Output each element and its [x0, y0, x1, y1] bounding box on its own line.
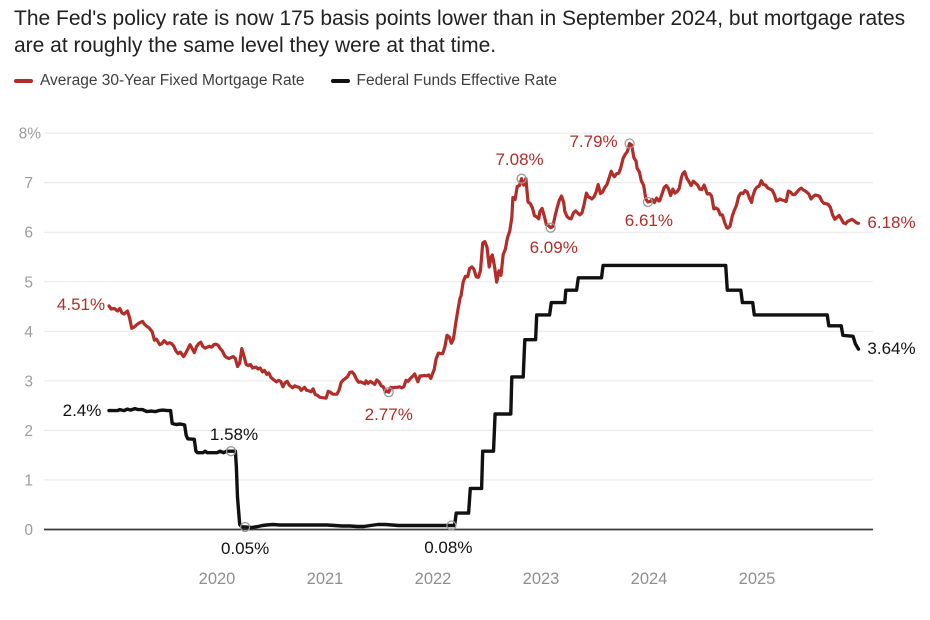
y-tick-label: 5	[24, 274, 33, 291]
legend-label-mortgage-rate: Average 30-Year Fixed Mortgage Rate	[40, 72, 305, 89]
mortgage-rate-line	[107, 141, 861, 400]
point-marker-7.08%	[516, 173, 527, 184]
chart-title-line-1: The Fed's policy rate is now 175 basis p…	[14, 7, 906, 30]
chart-plot-area[interactable]: 8% 7 6 5 4 3 2 1 0 2020 2021 2022 2023 2024 2025	[0, 100, 930, 620]
point-marker-0.08%	[446, 520, 457, 531]
chart-title-line-2: are at roughly the same level they were …	[14, 34, 497, 57]
x-tick-label: 2024	[631, 570, 668, 588]
y-tick-label: 3	[24, 373, 33, 390]
y-tick-label: 7	[24, 175, 33, 192]
legend: Average 30-Year Fixed Mortgage Rate Fede…	[14, 72, 583, 90]
point-marker-0.05%	[239, 521, 251, 533]
legend-swatch-black-icon	[330, 79, 350, 83]
x-tick-label: 2025	[739, 570, 776, 588]
point-marker-6.09%	[545, 222, 556, 233]
point-marker-1.58%	[225, 446, 237, 457]
x-tick-label: 2022	[415, 570, 452, 588]
point-marker-2.77%	[383, 387, 394, 398]
legend-label-fed-funds-rate: Federal Funds Effective Rate	[356, 72, 557, 89]
point-marker-6.61%	[642, 196, 654, 208]
x-tick-label: 2021	[307, 570, 344, 588]
y-tick-label: 8%	[19, 126, 42, 143]
y-tick-label: 6	[24, 225, 33, 242]
y-tick-label: 4	[24, 324, 33, 341]
fed-funds-line	[107, 263, 861, 530]
chart-area: 8% 7 6 5 4 3 2 1 0 2020 2021 2022 2023 2024 2025	[0, 100, 930, 620]
x-tick-label: 2020	[199, 570, 236, 588]
point-marker-7.79%	[624, 138, 635, 149]
y-tick-label: 2	[24, 423, 33, 440]
y-tick-label: 0	[24, 522, 33, 539]
chart-title: The Fed's policy rate is now 175 basis p…	[14, 5, 920, 59]
y-tick-label: 1	[24, 472, 33, 489]
x-tick-label: 2023	[523, 570, 560, 588]
legend-item-mortgage-rate: Average 30-Year Fixed Mortgage Rate	[14, 72, 305, 90]
legend-swatch-red-icon	[14, 79, 33, 83]
legend-item-fed-funds-rate: Federal Funds Effective Rate	[330, 72, 557, 90]
